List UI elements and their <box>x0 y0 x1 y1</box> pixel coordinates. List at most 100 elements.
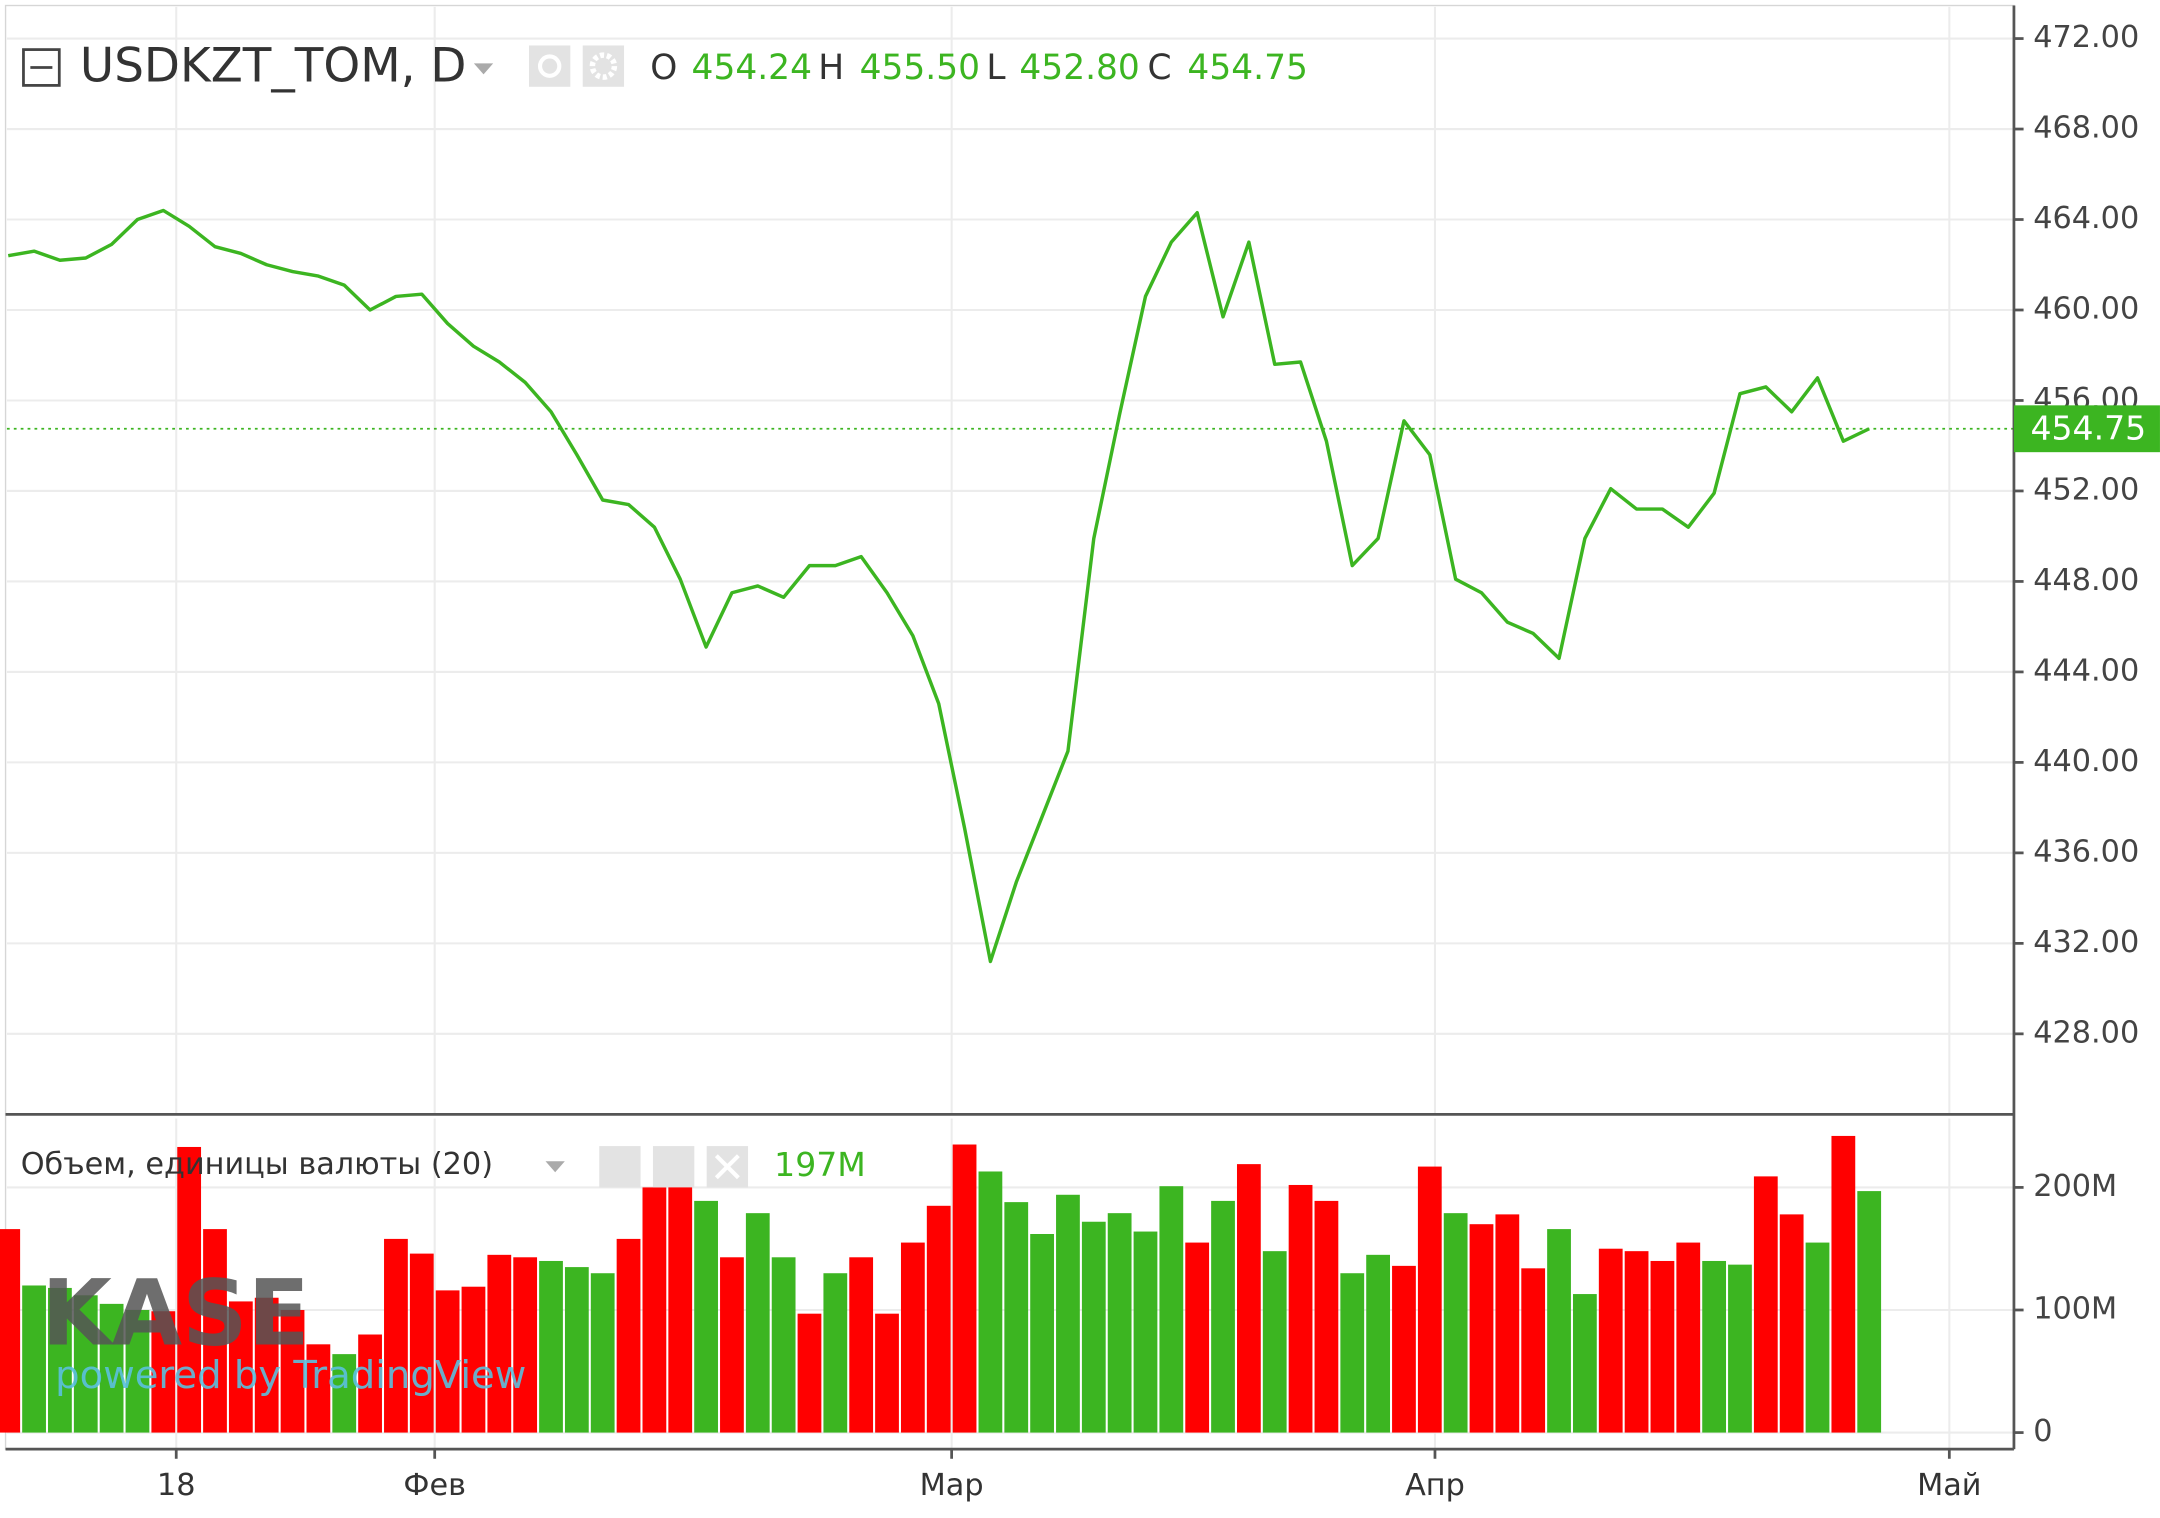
gear-icon[interactable] <box>652 1146 695 1188</box>
volume-bar <box>978 1171 1003 1433</box>
ohlc-value: 452.80 <box>1019 47 1139 87</box>
volume-bar <box>99 1303 124 1433</box>
volume-bar <box>1185 1242 1210 1433</box>
close-icon-shape <box>714 1154 740 1180</box>
volume-bar <box>48 1287 72 1433</box>
price-line <box>7 208 1870 964</box>
volume-bar <box>1805 1242 1830 1433</box>
volume-bar <box>1004 1202 1029 1433</box>
volume-bar <box>952 1144 977 1433</box>
ohlc-value: 454.24 <box>692 47 812 87</box>
dropdown-arrow[interactable] <box>545 1161 565 1173</box>
volume-bar <box>1340 1273 1365 1433</box>
volume-bar <box>1624 1251 1649 1433</box>
volume-bar <box>1392 1265 1416 1433</box>
volume-bar <box>1288 1184 1313 1433</box>
ohlc-key: O <box>650 47 677 87</box>
volume-bar <box>771 1257 796 1433</box>
volume-bar <box>797 1313 822 1433</box>
volume-bar <box>926 1205 951 1433</box>
volume-bar <box>823 1273 848 1433</box>
volume-bar <box>1107 1213 1132 1433</box>
volume-bar <box>409 1253 434 1433</box>
volume-title: Объем, единицы валюты (20) <box>21 1147 493 1182</box>
ohlc-value: 454.75 <box>1187 47 1307 87</box>
volume-bar <box>125 1309 150 1433</box>
volume-bar <box>306 1344 331 1433</box>
x-tick-label: Май <box>1917 1468 1981 1503</box>
volume-bar <box>1676 1242 1701 1433</box>
volume-bar <box>849 1257 874 1433</box>
volume-bar <box>435 1290 460 1433</box>
y-tick-label: 452.00 <box>2033 472 2139 507</box>
ohlc: O 454.24 H 455.50 L 452.80 C 454.75 <box>650 47 1308 87</box>
gear-icon-shape <box>589 52 618 80</box>
volume-bar <box>1495 1214 1520 1433</box>
volume-bar <box>745 1213 770 1433</box>
volume-bar <box>1443 1213 1468 1433</box>
volume-bar <box>1081 1221 1106 1433</box>
x-tick-label: Фев <box>403 1468 466 1503</box>
volume-bar <box>203 1229 227 1433</box>
volume-bar <box>73 1295 98 1433</box>
collapse-icon[interactable] <box>22 48 61 87</box>
volume-bar <box>22 1285 46 1433</box>
volume-bar <box>642 1187 667 1433</box>
last-price-tag <box>2013 405 2160 453</box>
labels: 18 Фев Мар Апр Май 428.00 432.00 436.00 440.00 44… <box>157 20 2160 1503</box>
volume-bar <box>1159 1186 1184 1433</box>
volume-bar <box>1728 1264 1752 1433</box>
y-tick-label: 472.00 <box>2033 20 2139 55</box>
volume-bar <box>1262 1251 1287 1433</box>
volume-bar <box>1753 1176 1778 1433</box>
volume-bar <box>1366 1254 1390 1433</box>
y-tick-label: 444.00 <box>2033 653 2139 688</box>
y-tick-label: 200M <box>2033 1169 2117 1204</box>
volume-bar <box>1521 1268 1546 1433</box>
volume-bar <box>1857 1191 1882 1433</box>
y-tick-label: 460.00 <box>2033 291 2139 326</box>
marks <box>0 208 2014 1433</box>
last-price-label: 454.75 <box>2031 409 2147 448</box>
volume-bar <box>358 1334 382 1433</box>
volume-bar <box>1598 1248 1623 1433</box>
x-tick-label: 18 <box>157 1468 196 1503</box>
volume-bar <box>1133 1231 1158 1433</box>
dropdown-arrow[interactable] <box>473 63 494 75</box>
y-tick-label: 464.00 <box>2033 201 2139 236</box>
volume-bar <box>177 1146 202 1433</box>
gear-icon[interactable] <box>582 45 625 87</box>
volume-bar <box>1314 1200 1339 1433</box>
volume-bar <box>280 1309 305 1433</box>
volume-bar <box>1831 1135 1856 1433</box>
ohlc-key: L <box>986 47 1005 87</box>
ohlc-key: C <box>1147 47 1171 87</box>
volume-bar <box>332 1354 357 1433</box>
x-tick-label: Апр <box>1405 1468 1465 1503</box>
volume-bar <box>228 1301 253 1433</box>
volume-bar <box>1211 1200 1235 1433</box>
ohlc-value: 455.50 <box>860 47 980 87</box>
volume-bar <box>1779 1214 1804 1433</box>
ohlc-key: H <box>818 47 844 87</box>
volume-bar <box>616 1238 641 1433</box>
eye-icon[interactable] <box>599 1146 641 1188</box>
volume-bar <box>539 1260 563 1433</box>
volume-bar <box>590 1273 615 1433</box>
watermark-logo: KASE <box>41 1262 309 1367</box>
volume-bar <box>1417 1166 1442 1433</box>
volume-bar <box>1650 1260 1675 1433</box>
volume-bar <box>720 1257 744 1433</box>
volume-bar <box>900 1242 925 1433</box>
volume-bar <box>668 1164 693 1433</box>
y-tick-label: 100M <box>2033 1291 2117 1326</box>
volume-bar <box>1547 1229 1571 1433</box>
watermark-text: powered by TradingView <box>55 1353 526 1398</box>
eye-icon[interactable] <box>529 45 571 87</box>
volume-last-value: 197M <box>774 1145 866 1184</box>
volume-bar <box>875 1313 899 1433</box>
grid <box>6 6 2014 1450</box>
volume-bar <box>1236 1164 1261 1433</box>
